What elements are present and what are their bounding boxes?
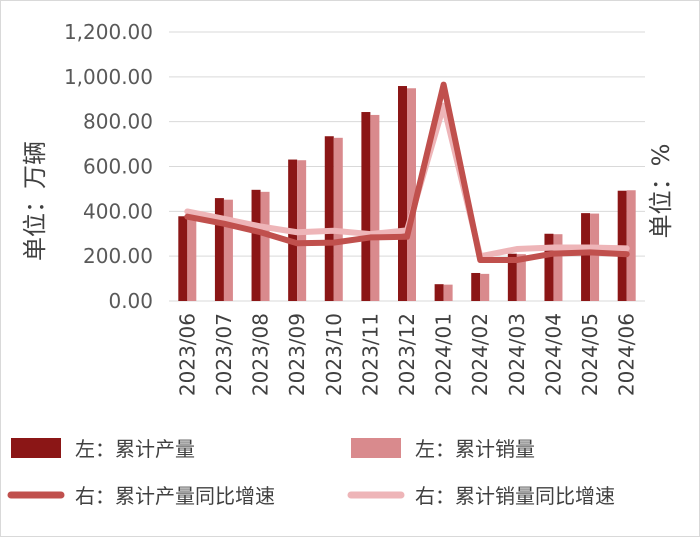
bar-sales: [187, 216, 197, 301]
bar-sales: [516, 254, 526, 301]
bar-sales: [553, 234, 563, 301]
bar-sales: [407, 88, 416, 301]
bar-sales: [443, 284, 453, 301]
legend-label-production: 左：累计产量: [75, 437, 195, 461]
bar-sales: [370, 114, 380, 301]
bars: [178, 86, 636, 301]
legend-label-sales: 左：累计销量: [415, 437, 535, 461]
bar-sales: [626, 190, 636, 301]
x-tick-label: 2023/07: [212, 313, 236, 396]
bar-production: [544, 233, 554, 301]
y-tick-label: 1,000.00: [64, 65, 153, 89]
x-tick-label: 2024/03: [505, 313, 529, 396]
bar-production: [581, 213, 591, 301]
y-axis-label-right: 单位：%: [647, 144, 675, 239]
bar-sales: [590, 213, 600, 301]
x-tick-label: 2023/11: [358, 313, 382, 396]
x-tick-label: 2023/12: [395, 313, 419, 396]
y-tick-label: 400.00: [83, 199, 153, 223]
y-tick-label: 0.00: [108, 289, 153, 313]
y-tick-label: 600.00: [83, 155, 153, 179]
x-tick-label: 2023/06: [175, 313, 199, 396]
x-tick-label: 2024/02: [468, 313, 492, 396]
x-axis-ticks: 2023/06 2023/07 2023/08 2023/09 2023/10 2023/…: [175, 313, 638, 396]
legend: 左：累计产量 左：累计销量 右：累计产量同比增速 右：累计销量同比增速: [7, 437, 615, 508]
bar-production: [178, 216, 188, 301]
bar-production: [434, 284, 444, 301]
series-lines: [184, 81, 630, 263]
y-axis-label-left: 单位：万辆: [21, 141, 49, 261]
x-tick-label: 2024/01: [432, 313, 456, 396]
bar-sales: [480, 273, 490, 301]
x-tick-label: 2024/04: [541, 313, 565, 396]
legend-swatch-sales: [351, 438, 401, 458]
bar-sales: [333, 137, 343, 301]
x-tick-label: 2024/06: [615, 313, 639, 396]
bar-production: [324, 136, 334, 301]
y-axis-ticks: 0.00 200.00 400.00 600.00 800.00 1,000.00 1,20…: [64, 20, 153, 313]
x-tick-label: 2023/08: [249, 313, 273, 396]
x-tick-label: 2023/10: [322, 313, 346, 396]
legend-swatch-production: [11, 438, 61, 458]
bar-sales: [260, 191, 270, 301]
bar-production: [507, 253, 517, 301]
bar-production: [214, 198, 224, 301]
y-tick-label: 200.00: [83, 244, 153, 268]
bar-production: [471, 272, 481, 301]
y-tick-label: 800.00: [83, 110, 153, 134]
legend-label-sales-yoy: 右：累计销量同比增速: [415, 484, 615, 508]
y-tick-label: 1,200.00: [64, 20, 153, 44]
bar-production: [361, 112, 371, 301]
x-tick-label: 2023/09: [285, 313, 309, 396]
line-production-yoy: [184, 81, 630, 263]
bar-production: [251, 189, 261, 301]
legend-label-production-yoy: 右：累计产量同比增速: [75, 484, 275, 508]
bar-sales: [223, 199, 233, 301]
x-tick-label: 2024/05: [578, 313, 602, 396]
bar-production: [398, 86, 407, 301]
